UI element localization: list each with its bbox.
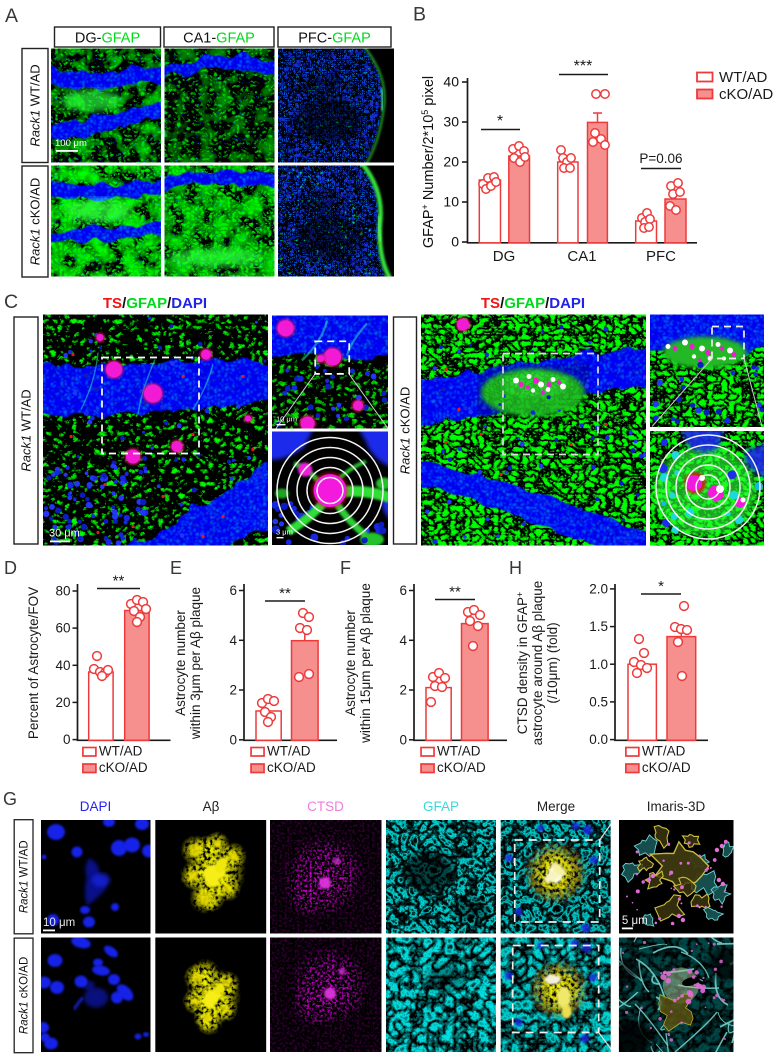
svg-text:1.5: 1.5 — [589, 619, 608, 634]
svg-text:CTSD: CTSD — [307, 799, 344, 814]
svg-text:Rack1 cKO/AD: Rack1 cKO/AD — [398, 387, 413, 474]
svg-text:DAPI: DAPI — [80, 799, 112, 814]
svg-text:**: ** — [113, 573, 125, 590]
svg-text:1.0: 1.0 — [589, 657, 608, 672]
svg-text:P=0.06: P=0.06 — [639, 151, 682, 166]
svg-text:G: G — [3, 789, 17, 809]
svg-text:***: *** — [574, 58, 593, 75]
svg-text:PFC-GFAP: PFC-GFAP — [298, 31, 371, 47]
svg-text:GFAP: GFAP — [423, 799, 459, 814]
svg-text:0: 0 — [229, 732, 237, 747]
svg-text:H: H — [509, 558, 522, 578]
svg-text:WT/AD: WT/AD — [99, 744, 143, 759]
svg-text:0.0: 0.0 — [589, 732, 608, 747]
svg-text:40: 40 — [443, 74, 459, 90]
svg-text:5 μm: 5 μm — [622, 915, 648, 927]
svg-text:Aβ: Aβ — [203, 799, 220, 814]
svg-text:80: 80 — [55, 584, 70, 599]
svg-text:3 μm: 3 μm — [276, 528, 293, 537]
svg-text:CA1: CA1 — [567, 248, 596, 265]
svg-text:4: 4 — [229, 633, 237, 648]
svg-text:CA1-GFAP: CA1-GFAP — [183, 31, 255, 47]
svg-text:Astrocyte number: Astrocyte number — [173, 610, 188, 716]
svg-text:0: 0 — [451, 234, 459, 250]
svg-text:0: 0 — [399, 732, 407, 747]
svg-text:A: A — [5, 5, 18, 27]
svg-text:Rack1 WT/AD: Rack1 WT/AD — [19, 840, 31, 913]
svg-text:DG: DG — [493, 248, 516, 265]
svg-text:WT/AD: WT/AD — [642, 744, 686, 759]
svg-text:cKO/AD: cKO/AD — [642, 760, 691, 775]
svg-text:2: 2 — [399, 683, 407, 698]
svg-text:0.5: 0.5 — [589, 695, 608, 710]
svg-text:10 μm: 10 μm — [43, 917, 75, 929]
svg-text:10: 10 — [443, 194, 459, 210]
svg-text:Merge: Merge — [537, 799, 575, 814]
svg-text:*: * — [497, 113, 503, 130]
svg-text:CTSD density in GFAP+: CTSD density in GFAP+ — [515, 592, 530, 735]
svg-text:GFAP+ Number/2*105 pixel: GFAP+ Number/2*105 pixel — [420, 76, 437, 248]
svg-text:**: ** — [279, 585, 291, 602]
svg-text:TS/GFAP/DAPI: TS/GFAP/DAPI — [103, 295, 207, 312]
svg-text:Rack1 WT/AD: Rack1 WT/AD — [19, 389, 34, 471]
svg-text:C: C — [4, 291, 18, 313]
svg-text:Rack1 WT/AD: Rack1 WT/AD — [28, 64, 43, 146]
svg-text:PFC: PFC — [646, 248, 676, 265]
svg-text:astrocyte around Aβ plaque: astrocyte around Aβ plaque — [530, 581, 545, 746]
svg-text:WT/AD: WT/AD — [719, 69, 767, 86]
svg-text:20: 20 — [443, 154, 459, 170]
svg-text:D: D — [4, 558, 17, 578]
svg-text:DG-GFAP: DG-GFAP — [75, 31, 140, 47]
svg-text:4: 4 — [399, 633, 407, 648]
svg-text:10 μm: 10 μm — [276, 415, 297, 424]
svg-text:2.0: 2.0 — [589, 582, 608, 597]
svg-text:cKO/AD: cKO/AD — [267, 760, 316, 775]
svg-text:WT/AD: WT/AD — [437, 744, 481, 759]
svg-text:(/10μm) (fold): (/10μm) (fold) — [545, 622, 560, 703]
svg-text:WT/AD: WT/AD — [267, 744, 311, 759]
svg-text:cKO/AD: cKO/AD — [99, 760, 148, 775]
svg-text:20: 20 — [55, 695, 70, 710]
svg-text:**: ** — [449, 584, 461, 601]
svg-text:100 μm: 100 μm — [55, 138, 87, 149]
svg-text:6: 6 — [399, 583, 407, 598]
svg-text:Percent of Astrocyte/FOV: Percent of Astrocyte/FOV — [26, 587, 41, 739]
svg-text:cKO/AD: cKO/AD — [437, 760, 486, 775]
svg-text:within 15μm per Aβ plaque: within 15μm per Aβ plaque — [358, 583, 373, 744]
svg-text:Rack1 cKO/AD: Rack1 cKO/AD — [19, 957, 31, 1034]
svg-text:Rack1 cKO/AD: Rack1 cKO/AD — [28, 178, 43, 265]
svg-text:within 3μm per Aβ plaque: within 3μm per Aβ plaque — [188, 587, 203, 740]
svg-text:30: 30 — [443, 114, 459, 130]
svg-text:0: 0 — [63, 732, 71, 747]
svg-text:2: 2 — [229, 683, 237, 698]
svg-text:*: * — [658, 578, 664, 595]
svg-text:E: E — [170, 558, 182, 578]
svg-text:F: F — [340, 558, 351, 578]
svg-text:Imaris-3D: Imaris-3D — [647, 799, 706, 814]
svg-text:TS/GFAP/DAPI: TS/GFAP/DAPI — [481, 295, 585, 312]
svg-text:40: 40 — [55, 658, 70, 673]
svg-text:cKO/AD: cKO/AD — [719, 86, 773, 103]
svg-text:6: 6 — [229, 583, 237, 598]
svg-text:60: 60 — [55, 621, 70, 636]
svg-text:30 μm: 30 μm — [49, 528, 80, 540]
svg-text:Astrocyte number: Astrocyte number — [343, 610, 358, 716]
svg-text:B: B — [413, 4, 426, 26]
